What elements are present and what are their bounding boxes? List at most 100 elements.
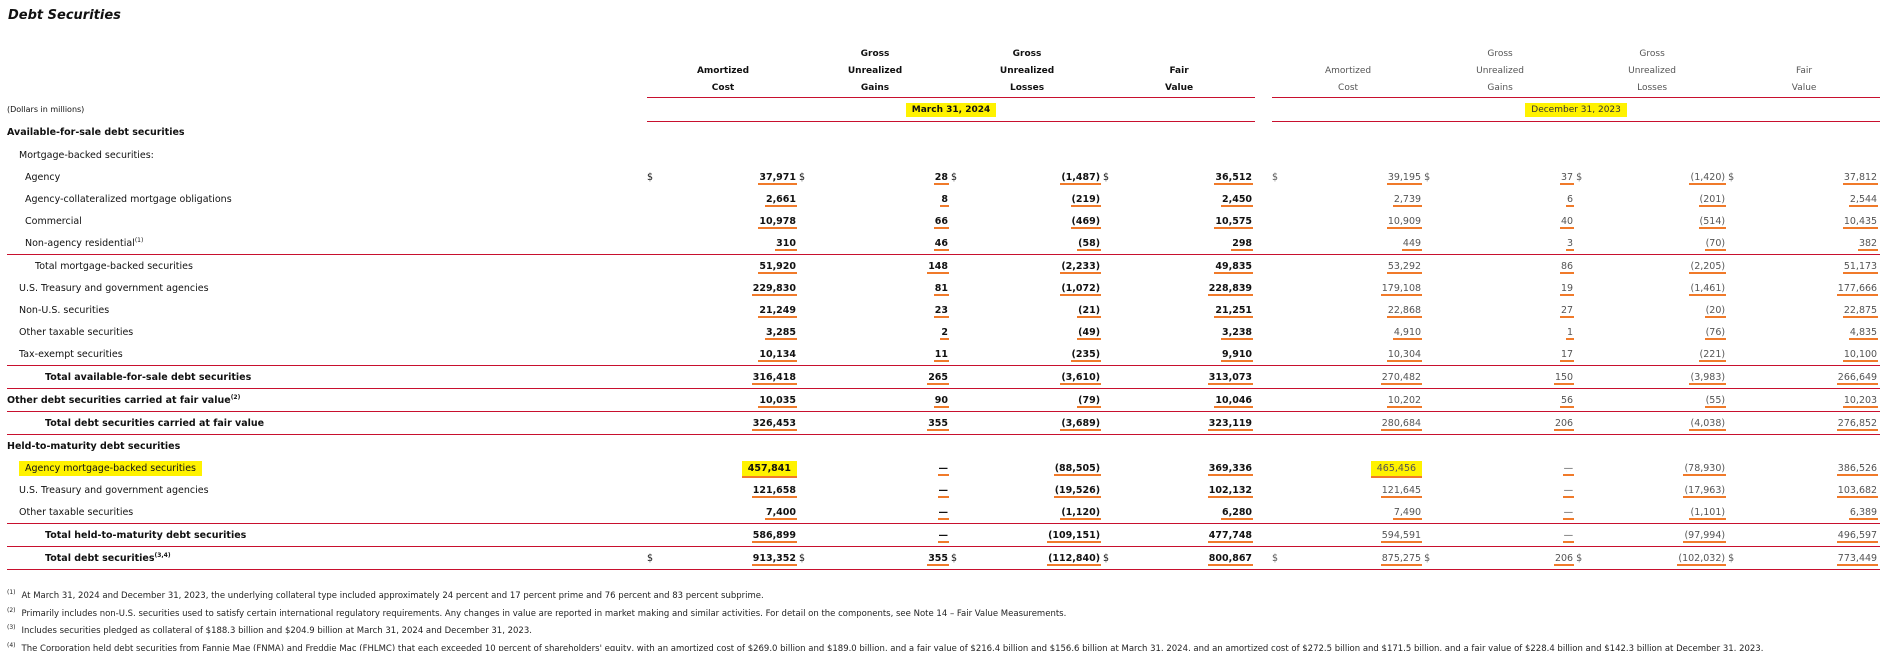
column-header-line: Value <box>1791 83 1817 93</box>
currency-cell <box>1424 365 1445 389</box>
value: — <box>1562 529 1575 543</box>
value: 465,456 <box>1370 460 1423 478</box>
value: (97,994) <box>1683 529 1727 543</box>
value-cell: 3,238 <box>1123 321 1255 343</box>
value: 28 <box>933 171 950 185</box>
value-cell: 773,449 <box>1748 546 1881 570</box>
currency-cell <box>647 435 667 458</box>
currency-cell <box>1576 435 1596 458</box>
value: 17 <box>1559 348 1575 362</box>
currency-cell <box>799 188 819 210</box>
gap-cell <box>1255 321 1272 343</box>
value: 3 <box>1566 237 1575 251</box>
value-cell: 2,739 <box>1292 188 1424 210</box>
row-label-cell: Agency mortgage-backed securities <box>7 457 647 479</box>
currency-cell <box>1576 122 1596 145</box>
currency-cell <box>951 122 971 145</box>
currency-cell <box>1103 388 1124 412</box>
value-cell <box>1123 144 1255 166</box>
currency-cell <box>1272 277 1292 299</box>
column-header-line: Losses <box>1009 83 1045 93</box>
column-header-line: Unrealized <box>999 66 1055 76</box>
currency-cell <box>647 255 667 278</box>
currency-cell <box>1576 523 1597 547</box>
currency-symbol: $ <box>1272 552 1279 564</box>
value-cell: (78,930) <box>1596 457 1728 479</box>
row-label: Held-to-maturity debt securities <box>7 440 181 452</box>
value-cell <box>1292 122 1424 145</box>
gap-cell <box>1255 435 1272 458</box>
gap-cell <box>1255 188 1272 210</box>
row-label-cell: Total debt securities(3,4) <box>7 546 647 570</box>
currency-cell <box>799 435 819 458</box>
value-cell: 36,512 <box>1123 166 1255 188</box>
currency-cell <box>1728 343 1749 366</box>
currency-cell <box>1728 210 1748 232</box>
value: 27 <box>1559 304 1575 318</box>
value-cell: 465,456 <box>1292 457 1424 479</box>
footnote-ref: (2) <box>230 393 241 401</box>
period-cell: December 31, 2023 <box>1272 97 1881 122</box>
currency-cell <box>1272 188 1292 210</box>
value-cell: 280,684 <box>1292 411 1425 435</box>
value: 103,682 <box>1836 484 1879 498</box>
currency-cell <box>1103 122 1123 145</box>
value: 206 <box>1553 417 1575 431</box>
currency-cell <box>951 411 972 435</box>
value-cell: 37,812 <box>1748 166 1880 188</box>
value: (76) <box>1704 326 1727 340</box>
value: 800,867 <box>1207 552 1254 566</box>
currency-cell <box>1103 479 1123 501</box>
value-cell: 102,132 <box>1123 479 1255 501</box>
currency-cell <box>647 343 667 366</box>
value-cell: (235) <box>971 343 1104 366</box>
gap-cell <box>1255 299 1272 321</box>
currency-cell <box>1424 188 1444 210</box>
value-cell: (2,233) <box>971 255 1103 278</box>
currency-cell <box>1103 188 1123 210</box>
currency-cell <box>951 365 972 389</box>
row-label: Agency <box>25 171 61 183</box>
value: (79) <box>1077 394 1102 408</box>
value: 2,544 <box>1848 193 1879 207</box>
value-cell: (4,038) <box>1596 411 1729 435</box>
value-cell: — <box>1444 523 1577 547</box>
value: 22,875 <box>1842 304 1879 318</box>
value-cell <box>971 122 1103 145</box>
currency-cell <box>1728 388 1749 412</box>
currency-cell <box>1576 232 1597 255</box>
value-cell: 355 <box>819 411 952 435</box>
value-cell: 800,867 <box>1123 546 1256 570</box>
value-cell: (3,610) <box>971 365 1104 389</box>
value-cell: 8 <box>819 188 951 210</box>
value-cell: (1,120) <box>971 501 1104 524</box>
value-cell: 53,292 <box>1292 255 1424 278</box>
currency-cell <box>1272 435 1292 458</box>
value: 8 <box>940 193 950 207</box>
currency-cell <box>799 299 819 321</box>
value-cell: — <box>1444 479 1576 501</box>
value: 6,280 <box>1220 506 1254 520</box>
currency-cell <box>1728 501 1749 524</box>
currency-cell <box>1424 321 1444 343</box>
currency-cell <box>1103 255 1123 278</box>
gap-cell <box>1255 343 1273 366</box>
currency-cell <box>1576 321 1596 343</box>
value-cell: 10,909 <box>1292 210 1424 232</box>
value: 6 <box>1566 193 1575 207</box>
value: 913,352 <box>751 552 798 566</box>
row-label: Total held-to-maturity debt securities <box>45 529 247 541</box>
value: 86 <box>1559 260 1575 274</box>
value: 2 <box>940 326 950 340</box>
value: (109,151) <box>1047 529 1102 543</box>
value-cell: 265 <box>819 365 952 389</box>
currency-cell <box>1728 411 1749 435</box>
value-cell <box>819 122 951 145</box>
value-cell: 49,835 <box>1123 255 1255 278</box>
currency-cell <box>1728 299 1748 321</box>
value: 37 <box>1559 171 1575 185</box>
value-cell: — <box>819 523 952 547</box>
value: — <box>937 529 950 543</box>
currency-cell <box>647 232 667 255</box>
currency-cell: $ <box>1576 166 1596 188</box>
